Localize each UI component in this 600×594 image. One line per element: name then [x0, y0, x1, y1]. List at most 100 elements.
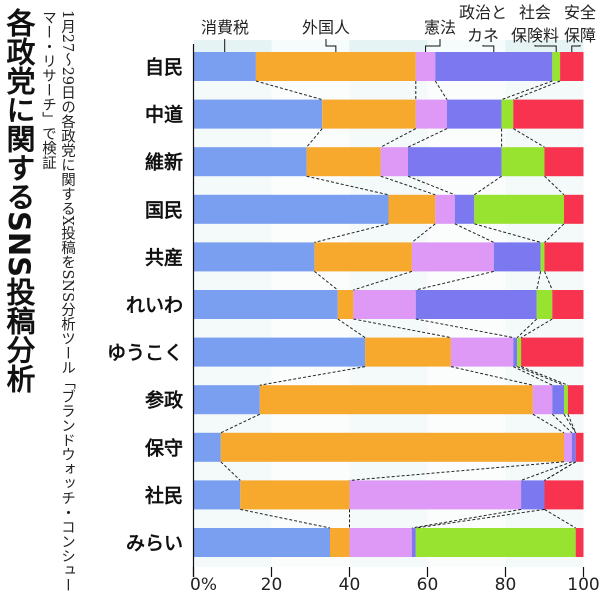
connector-line	[501, 80, 553, 101]
bar-segment	[322, 99, 416, 129]
bar-segment	[575, 432, 584, 462]
bar-segment	[435, 194, 455, 224]
category-label: ゆうこく	[107, 342, 183, 364]
connector-line	[259, 366, 366, 386]
category-label: 国民	[145, 199, 183, 221]
connector-line	[349, 461, 565, 481]
bar-segment	[501, 99, 514, 129]
bar-segment	[349, 528, 412, 557]
connector-line	[450, 366, 533, 386]
bar-segment	[474, 194, 564, 224]
bar-segment	[411, 242, 494, 272]
bar-segment	[450, 337, 514, 367]
connector-line	[563, 413, 577, 434]
bar-segment	[220, 432, 565, 462]
connector-line	[517, 366, 565, 386]
bar-segment	[193, 194, 389, 224]
bar-segment	[447, 99, 502, 129]
row-gap	[193, 81, 584, 100]
bar-segment	[193, 290, 338, 319]
connector-line	[544, 271, 553, 291]
bar-segment	[193, 480, 241, 510]
row-gap	[193, 557, 584, 576]
connector-line	[544, 223, 565, 243]
legend-leader-line	[325, 39, 337, 52]
connector-line	[380, 128, 417, 148]
chart-subtitle: 1月27～29日の各政党に関するX投稿をSNS分析ツール「ブランドウォッチ・コン…	[40, 10, 75, 593]
bar-segment	[564, 432, 572, 462]
bar-segment	[521, 337, 584, 367]
connector-line	[551, 413, 573, 434]
bar-segment	[564, 194, 584, 224]
row-gap	[193, 223, 584, 243]
connector-line	[520, 318, 553, 339]
x-tick-label: 100	[567, 575, 599, 594]
connector-line	[220, 413, 261, 434]
connector-line	[314, 223, 389, 243]
bar-segment	[552, 52, 561, 81]
category-label: 社民	[144, 484, 183, 507]
bar-segment	[571, 432, 576, 462]
bar-segment	[193, 147, 307, 177]
connector-line	[536, 271, 542, 291]
bar-segment	[255, 52, 416, 81]
row-gap	[193, 509, 584, 528]
bar-segment	[380, 147, 408, 177]
row-gap	[193, 366, 584, 386]
x-tick-label: 20	[261, 575, 283, 594]
bar-segment	[575, 528, 584, 557]
bar-segment	[306, 147, 381, 177]
bar-segment	[388, 194, 436, 224]
category-label: みらい	[126, 533, 183, 555]
bar-segment	[567, 385, 584, 415]
bar-segment	[415, 99, 447, 129]
legend-leader-line	[482, 45, 495, 52]
connector-line	[240, 508, 331, 529]
bar-segment	[493, 242, 541, 272]
bar-segment	[544, 480, 584, 510]
connector-line	[353, 318, 451, 339]
connector-line	[513, 128, 545, 148]
legend-label: 消費税	[201, 18, 249, 37]
chart-title: 各政党に関するSNS投稿分析	[2, 8, 36, 394]
connector-line	[407, 128, 448, 148]
bar-segment	[536, 290, 553, 319]
category-label: 中道	[145, 103, 183, 126]
connector-line	[544, 461, 576, 481]
category-label: 参政	[145, 389, 184, 412]
row-gap	[193, 319, 584, 338]
connector-line	[544, 508, 576, 529]
legend-label: 憲法	[424, 18, 456, 37]
connector-line	[415, 508, 545, 529]
bar-segment	[240, 480, 350, 510]
bar-segment	[353, 290, 416, 319]
bar-segment	[408, 147, 502, 177]
connector-line	[474, 175, 502, 196]
bar-segment	[454, 194, 475, 224]
connector-line	[454, 223, 495, 243]
legend-leader-line	[534, 45, 557, 52]
bar-segment	[521, 480, 545, 510]
connector-line	[532, 413, 565, 434]
legend-label: 政治と	[459, 3, 507, 22]
bar-segment	[193, 99, 323, 129]
connector-line	[415, 318, 514, 339]
bar-segment	[411, 528, 416, 557]
bar-segment	[193, 385, 260, 415]
bar-segment	[337, 290, 354, 319]
legend-leader-line	[425, 39, 441, 52]
x-tick-label: 40	[339, 575, 361, 594]
connector-line	[411, 508, 522, 529]
connector-line	[516, 318, 538, 338]
bar-segment	[415, 528, 576, 557]
bar-segment	[193, 242, 315, 272]
legend-label: 社会	[519, 3, 551, 22]
row-gap	[193, 271, 584, 290]
connector-line	[567, 414, 577, 433]
bar-segment	[501, 147, 545, 177]
bar-segment	[513, 337, 518, 367]
legend-label: カネ	[467, 26, 499, 45]
bar-segment	[259, 385, 533, 415]
bar-segment	[193, 528, 330, 557]
